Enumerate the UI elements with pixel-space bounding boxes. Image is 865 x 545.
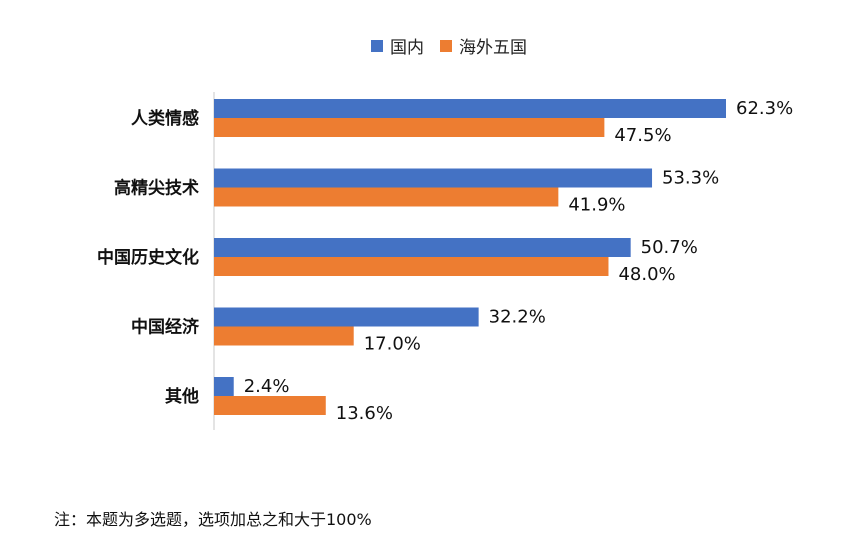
data-label: 2.4% xyxy=(244,376,290,397)
bar-chart: 人类情感 62.3% 47.5% 高精尖技术 53.3% 41.9% 中国历史文化 50.7%… xyxy=(97,92,793,430)
legend-item-overseas: 海外五国 xyxy=(440,33,527,58)
legend-label-overseas: 海外五国 xyxy=(459,38,527,58)
footnote: 注：本题为多选题，选项加总之和大于100% xyxy=(54,510,372,529)
legend-swatch-overseas xyxy=(440,39,452,52)
category-label: 中国经济 xyxy=(131,317,200,338)
bar-domestic xyxy=(214,377,234,396)
bar-overseas xyxy=(214,326,354,346)
data-label: 41.9% xyxy=(568,195,625,216)
data-label: 13.6% xyxy=(336,403,393,424)
bar-domestic xyxy=(214,307,479,327)
legend-swatch-domestic xyxy=(371,39,383,52)
data-label: 53.3% xyxy=(662,168,719,189)
category-label: 高精尖技术 xyxy=(114,178,199,199)
data-label: 47.5% xyxy=(614,125,671,146)
data-label: 17.0% xyxy=(364,334,421,355)
bar-domestic xyxy=(214,238,631,257)
data-label: 48.0% xyxy=(618,264,675,285)
legend-item-domestic: 国内 xyxy=(371,33,424,58)
category-label: 中国历史文化 xyxy=(97,247,199,268)
legend-label-domestic: 国内 xyxy=(390,38,424,58)
category-label: 人类情感 xyxy=(131,108,199,129)
bar-overseas xyxy=(214,257,609,276)
category-label: 其他 xyxy=(165,386,199,407)
data-label: 62.3% xyxy=(736,98,793,119)
bar-overseas xyxy=(214,396,326,415)
bar-domestic xyxy=(214,168,653,188)
data-label: 32.2% xyxy=(489,307,546,328)
bar-overseas xyxy=(214,187,559,207)
bar-overseas xyxy=(214,118,605,137)
bar-domestic xyxy=(214,99,726,118)
data-label: 50.7% xyxy=(641,237,698,258)
chart-legend: 国内 海外五国 xyxy=(371,33,543,58)
